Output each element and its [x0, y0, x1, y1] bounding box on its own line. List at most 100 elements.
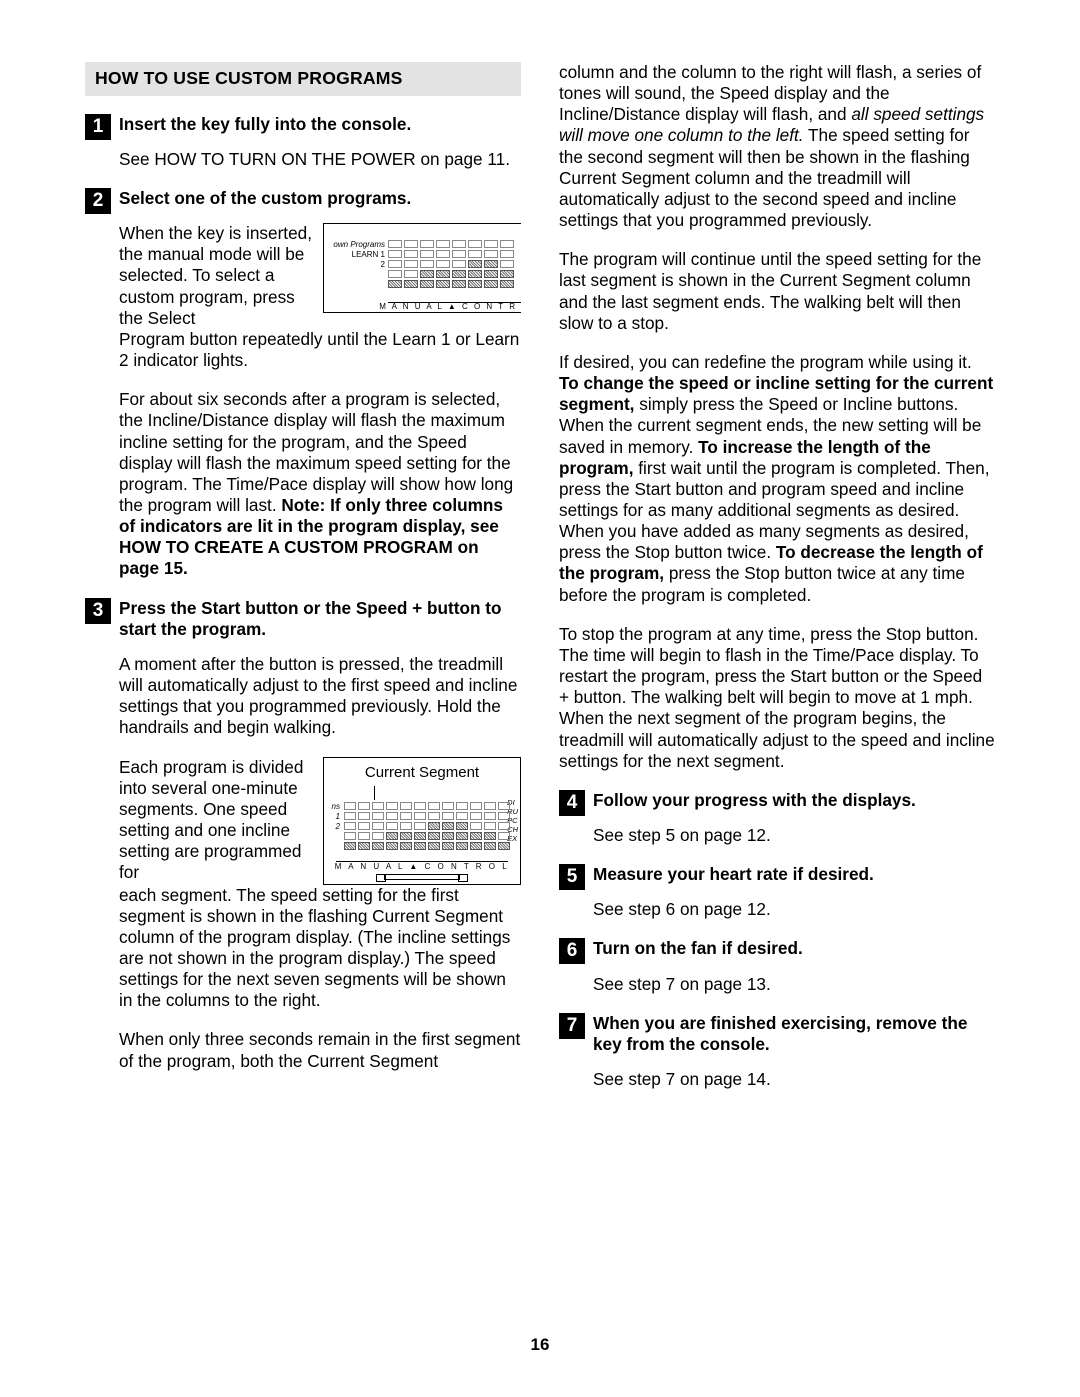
cont-para-3: If desired, you can redefine the program…: [559, 352, 995, 606]
grid-cell: [456, 812, 468, 820]
diag2-title: Current Segment: [324, 764, 520, 782]
step-4: 4 Follow your progress with the displays…: [559, 790, 995, 846]
grid-cell: [420, 260, 434, 268]
grid-cell: [372, 802, 384, 810]
grid-cell: [386, 842, 398, 850]
two-column-layout: HOW TO USE CUSTOM PROGRAMS 1 Insert the …: [85, 62, 995, 1108]
step-3-text-1: A moment after the button is pressed, th…: [119, 654, 521, 739]
section-header: HOW TO USE CUSTOM PROGRAMS: [85, 62, 521, 96]
grid-cell: [500, 240, 514, 248]
grid-cell: [404, 250, 418, 258]
step-3-text-2b: each segment. The speed setting for the …: [119, 885, 521, 1012]
grid-cell: [498, 832, 510, 840]
grid-cell: [358, 822, 370, 830]
grid-cell: [484, 260, 498, 268]
step-4-title: Follow your progress with the displays.: [593, 790, 995, 811]
grid-cell: [414, 802, 426, 810]
grid-cell: [470, 842, 482, 850]
grid-cell: [428, 802, 440, 810]
cont-3a: If desired, you can redefine the program…: [559, 352, 972, 372]
step-number-box: 7: [559, 1013, 585, 1039]
grid-cell: [498, 802, 510, 810]
grid-cell: [344, 802, 356, 810]
step-3-text-2: Current Segment ns 1 2 DI RU PC CH E: [119, 757, 521, 885]
grid-cell: [484, 812, 496, 820]
grid-cell: [436, 250, 450, 258]
step-1-text: See HOW TO TURN ON THE POWER on page 11.: [119, 149, 521, 170]
grid-cell: [358, 832, 370, 840]
grid-cell: [470, 802, 482, 810]
grid-cell: [468, 260, 482, 268]
cont-para-1: column and the column to the right will …: [559, 62, 995, 231]
step-2-text-1: own Programs LEARN 1 2 M A N U A L ▲ C O…: [119, 223, 521, 329]
grid-cell: [468, 270, 482, 278]
step-2-text-2: For about six seconds after a program is…: [119, 389, 521, 579]
grid-cell: [344, 812, 356, 820]
grid-cell: [404, 240, 418, 248]
step-6-text: See step 7 on page 13.: [593, 974, 995, 995]
right-column: column and the column to the right will …: [559, 62, 995, 1108]
grid-cell: [428, 812, 440, 820]
grid-cell: [428, 842, 440, 850]
diag2-scroll-indicator: [384, 874, 460, 880]
grid-cell: [442, 832, 454, 840]
step-6-title: Turn on the fan if desired.: [593, 938, 995, 959]
step-7-title: When you are finished exercising, remove…: [593, 1013, 995, 1055]
grid-cell: [358, 802, 370, 810]
grid-cell: [484, 802, 496, 810]
diag1-label-learn1: LEARN 1: [327, 250, 385, 260]
grid-cell: [372, 842, 384, 850]
grid-cell: [388, 270, 402, 278]
grid-cell: [358, 812, 370, 820]
grid-cell: [344, 822, 356, 830]
grid-cell: [420, 270, 434, 278]
grid-cell: [498, 822, 510, 830]
grid-cell: [468, 250, 482, 258]
grid-cell: [404, 280, 418, 288]
grid-cell: [452, 250, 466, 258]
diag1-label-learn2: 2: [327, 260, 385, 270]
grid-cell: [388, 250, 402, 258]
grid-cell: [400, 822, 412, 830]
current-segment-diagram: Current Segment ns 1 2 DI RU PC CH E: [323, 757, 521, 885]
grid-cell: [436, 260, 450, 268]
step-3-title: Press the Start button or the Speed + bu…: [119, 598, 521, 640]
grid-cell: [388, 280, 402, 288]
grid-cell: [498, 842, 510, 850]
diag2-footer: M A N U A L ▲ C O N T R O L: [324, 862, 520, 872]
grid-cell: [456, 832, 468, 840]
grid-cell: [442, 812, 454, 820]
grid-cell: [484, 832, 496, 840]
diag1-label-programs: own Programs: [327, 240, 385, 250]
step-number-box: 1: [85, 114, 111, 140]
grid-cell: [470, 832, 482, 840]
grid-cell: [484, 270, 498, 278]
step-2-text-1b: Program button repeatedly until the Lear…: [119, 329, 521, 371]
grid-cell: [344, 842, 356, 850]
grid-cell: [452, 240, 466, 248]
step-4-text: See step 5 on page 12.: [593, 825, 995, 846]
grid-cell: [358, 842, 370, 850]
step-5-title: Measure your heart rate if desired.: [593, 864, 995, 885]
grid-cell: [414, 842, 426, 850]
step-7-text: See step 7 on page 14.: [593, 1069, 995, 1090]
left-column: HOW TO USE CUSTOM PROGRAMS 1 Insert the …: [85, 62, 521, 1108]
step-5-text: See step 6 on page 12.: [593, 899, 995, 920]
step-number-box: 6: [559, 938, 585, 964]
grid-cell: [442, 842, 454, 850]
grid-cell: [442, 802, 454, 810]
grid-cell: [500, 250, 514, 258]
grid-cell: [388, 260, 402, 268]
step-2: 2 Select one of the custom programs. own…: [85, 188, 521, 580]
grid-cell: [400, 832, 412, 840]
grid-cell: [372, 812, 384, 820]
grid-cell: [372, 822, 384, 830]
grid-cell: [468, 280, 482, 288]
step-1-title: Insert the key fully into the console.: [119, 114, 521, 135]
grid-cell: [500, 260, 514, 268]
step-3-text-2a: Each program is divided into several one…: [119, 757, 303, 883]
step-5: 5 Measure your heart rate if desired. Se…: [559, 864, 995, 920]
grid-cell: [442, 822, 454, 830]
grid-cell: [498, 812, 510, 820]
diag2-left-1: 1: [326, 812, 340, 822]
